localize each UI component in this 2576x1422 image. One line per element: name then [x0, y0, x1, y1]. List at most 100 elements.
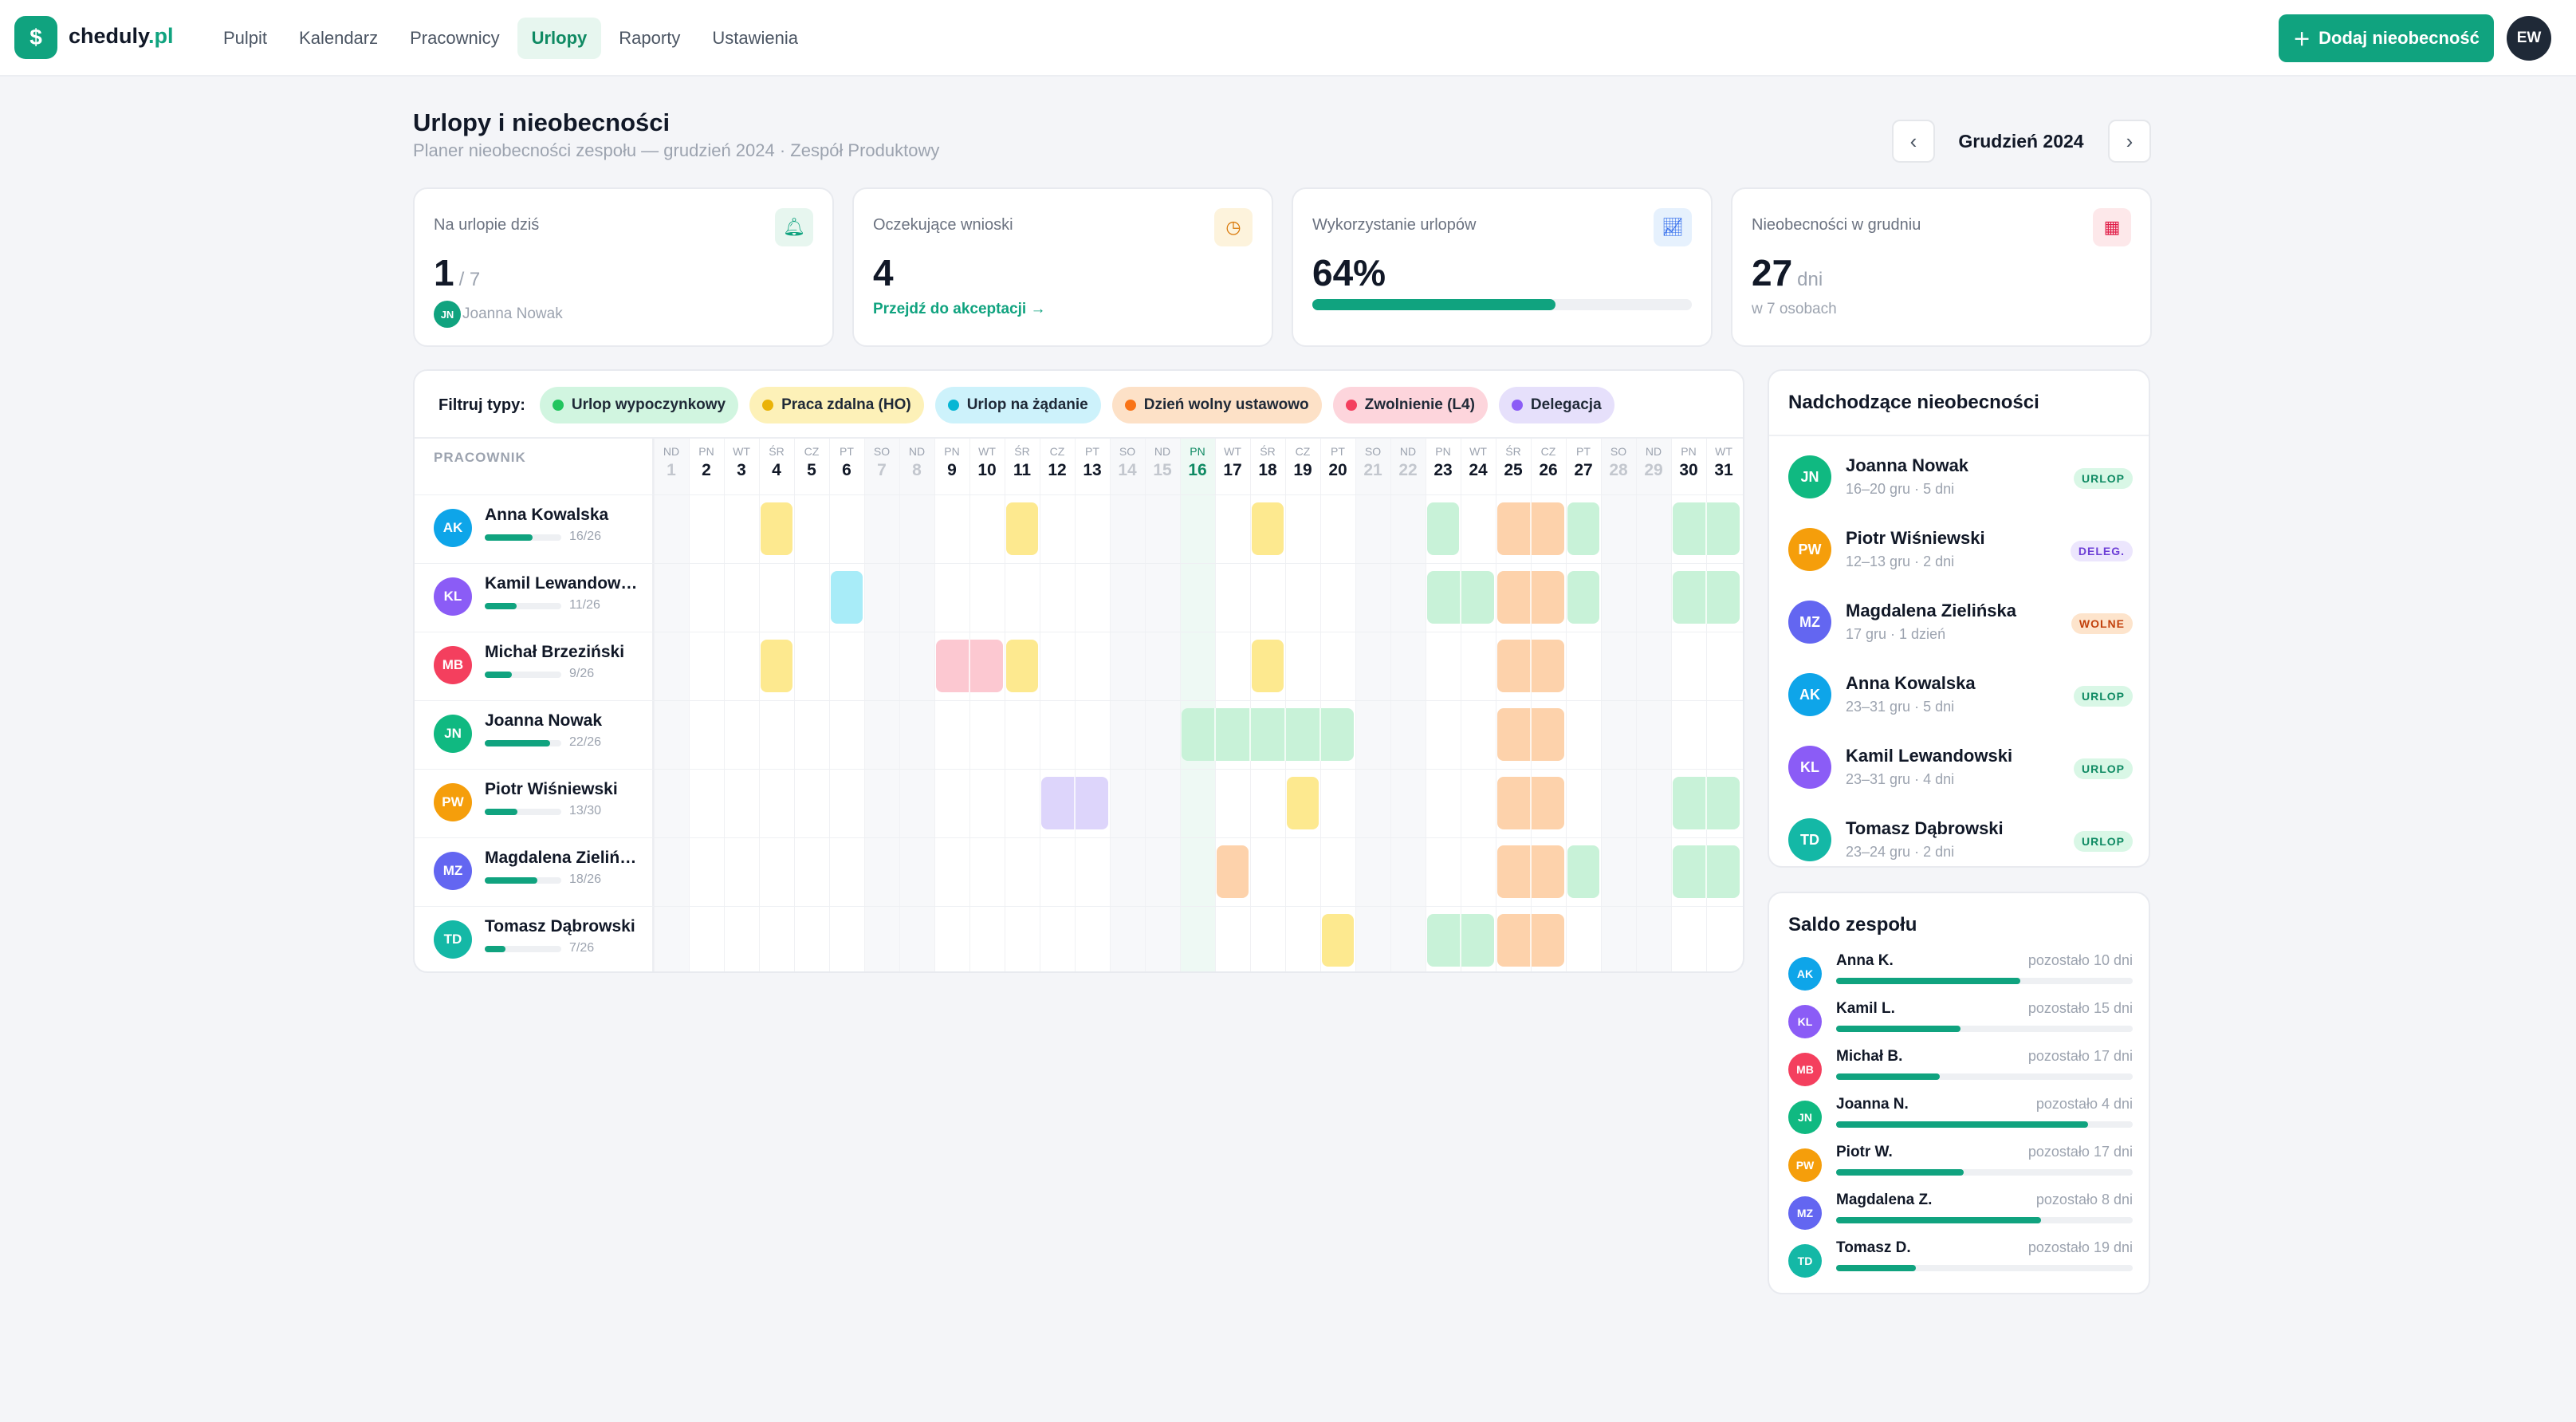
absence-block-ho[interactable]: [1287, 777, 1319, 829]
weekday-label: PN: [944, 445, 960, 458]
filter-chip-dem[interactable]: Urlop na żądanie: [934, 387, 1101, 423]
absence-block-ho[interactable]: [1006, 640, 1038, 692]
day-header: WT 3: [724, 445, 759, 480]
absence-block-ho[interactable]: [1252, 502, 1284, 555]
absence-block-hol[interactable]: [1497, 777, 1564, 829]
employee-name[interactable]: Tomasz Dąbrowski: [485, 917, 635, 936]
absence-block-dem[interactable]: [831, 571, 863, 624]
absence-block-hol[interactable]: [1497, 640, 1564, 692]
filter-chip-label: Praca zdalna (HO): [781, 396, 911, 413]
filter-chip-label: Urlop wypoczynkowy: [571, 396, 726, 413]
employee-usage-bar: [485, 946, 561, 952]
employee-name[interactable]: Anna Kowalska: [485, 506, 609, 524]
day-header: ND 8: [899, 445, 934, 480]
list-item[interactable]: PW Piotr Wiśniewski 12–13 gru · 2 dni DELEG…: [1788, 520, 2133, 576]
stat-card-leave-usage: Wykorzystanie urlopów 📈︎ 64%: [1292, 187, 1713, 347]
stat-total: / 7: [458, 269, 481, 290]
avatar: PW: [1788, 528, 1831, 571]
employee-usage-count: 7/26: [569, 941, 595, 955]
list-item[interactable]: JN Joanna Nowak 16–20 gru · 5 dni URLOP: [1788, 447, 2133, 503]
filter-chip-sick[interactable]: Zwolnienie (L4): [1332, 387, 1488, 423]
day-header: ND 1: [654, 445, 689, 480]
absence-block-hol[interactable]: [1217, 845, 1249, 898]
weekday-label: CZ: [1049, 445, 1065, 458]
employee-name[interactable]: Piotr Wiśniewski: [485, 780, 618, 798]
absence-block-hol[interactable]: [1497, 571, 1564, 624]
employee-usage-fill: [485, 672, 512, 678]
weekday-label: WT: [1715, 445, 1732, 458]
go-to-approval-link[interactable]: Przejdź do akceptacji →: [873, 301, 1046, 317]
absence-block-sick[interactable]: [936, 640, 1003, 692]
status-badge: WOLNE: [2071, 613, 2133, 634]
add-absence-button[interactable]: ＋ Dodaj nieobecność: [2279, 14, 2494, 62]
stat-unit: dni: [1797, 269, 1823, 290]
filter-chip-ho[interactable]: Praca zdalna (HO): [749, 387, 924, 423]
absence-block-vac[interactable]: [1673, 777, 1740, 829]
person-name: Piotr Wiśniewski: [1846, 528, 1985, 548]
next-month-button[interactable]: ›: [2108, 120, 2151, 163]
avatar: TD: [1788, 1244, 1822, 1278]
absence-block-ho[interactable]: [761, 640, 792, 692]
employee-name[interactable]: Magdalena Zielińska: [485, 849, 643, 867]
employee-name[interactable]: Michał Brzeziński: [485, 643, 625, 661]
weekday-label: ŚR: [1260, 445, 1276, 458]
nav-item-urlopy[interactable]: Urlopy: [517, 18, 602, 59]
absence-block-vac[interactable]: [1182, 708, 1354, 761]
employee-name[interactable]: Kamil Lewandowski: [485, 574, 643, 593]
filter-chip-hol[interactable]: Dzień wolny ustawowo: [1111, 387, 1322, 423]
nav-item-pulpit[interactable]: Pulpit: [223, 28, 268, 48]
absence-block-hol[interactable]: [1497, 708, 1564, 761]
absence-block-del[interactable]: [1041, 777, 1108, 829]
remaining-days: pozostało 19 dni: [2027, 1239, 2133, 1255]
avatar: AK: [434, 509, 472, 547]
absence-block-vac[interactable]: [1567, 571, 1599, 624]
list-item[interactable]: AK Anna Kowalska 23–31 gru · 5 dni URLOP: [1788, 665, 2133, 721]
day-column: [1636, 439, 1671, 971]
day-number: 6: [842, 461, 851, 479]
absence-block-vac[interactable]: [1673, 571, 1740, 624]
nav-item-raporty[interactable]: Raporty: [619, 28, 681, 48]
absence-block-hol[interactable]: [1497, 502, 1564, 555]
weekday-label: PN: [698, 445, 714, 458]
nav-item-kalendarz[interactable]: Kalendarz: [299, 28, 379, 48]
filter-chip-vac[interactable]: Urlop wypoczynkowy: [539, 387, 739, 423]
absence-block-ho[interactable]: [1322, 914, 1354, 967]
filter-chip-del[interactable]: Delegacja: [1498, 387, 1614, 423]
day-column: [689, 439, 724, 971]
employee-name[interactable]: Joanna Nowak: [485, 711, 603, 730]
absence-block-vac[interactable]: [1673, 502, 1740, 555]
list-item[interactable]: MZ Magdalena Zielińska 17 gru · 1 dzień WOL…: [1788, 593, 2133, 648]
brand-name-text: cheduly: [69, 24, 149, 48]
absence-block-hol[interactable]: [1497, 914, 1564, 967]
absence-block-ho[interactable]: [1006, 502, 1038, 555]
weekday-label: PN: [1190, 445, 1205, 458]
app-logo[interactable]: $: [14, 16, 57, 59]
stat-number: 1: [434, 252, 454, 293]
stat-person-name: Joanna Nowak: [462, 305, 563, 323]
user-avatar[interactable]: EW: [2507, 16, 2551, 61]
absence-block-vac[interactable]: [1427, 502, 1459, 555]
day-header: ŚR 4: [759, 445, 794, 480]
person-name: Tomasz D.: [1836, 1239, 1911, 1256]
day-header: WT 24: [1461, 445, 1496, 480]
day-header: CZ 12: [1040, 445, 1075, 480]
employee-usage-bar: [485, 534, 561, 541]
absence-block-vac[interactable]: [1427, 914, 1494, 967]
team-balance-panel: Saldo zespołu AK Anna K. pozostało 10 dni K…: [1768, 892, 2150, 1294]
absence-block-hol[interactable]: [1497, 845, 1564, 898]
nav-item-pracownicy[interactable]: Pracownicy: [410, 28, 500, 48]
balance-bar: [1836, 1265, 2133, 1271]
absence-block-ho[interactable]: [761, 502, 792, 555]
list-item[interactable]: KL Kamil Lewandowski 23–31 gru · 4 dni URLO…: [1788, 738, 2133, 794]
absence-block-vac[interactable]: [1567, 845, 1599, 898]
absence-block-vac[interactable]: [1673, 845, 1740, 898]
brand-name[interactable]: cheduly.pl: [69, 24, 174, 49]
stat-card-pending-requests: Oczekujące wnioski ◷ 4 Przejdź do akcept…: [852, 187, 1273, 347]
absence-block-vac[interactable]: [1427, 571, 1494, 624]
stat-value: 27 dni: [1752, 251, 1823, 294]
absence-block-ho[interactable]: [1252, 640, 1284, 692]
absence-block-vac[interactable]: [1567, 502, 1599, 555]
list-item[interactable]: TD Tomasz Dąbrowski 23–24 gru · 2 dni URLOP: [1788, 810, 2133, 866]
nav-item-ustawienia[interactable]: Ustawienia: [712, 28, 798, 48]
prev-month-button[interactable]: ‹: [1892, 120, 1935, 163]
